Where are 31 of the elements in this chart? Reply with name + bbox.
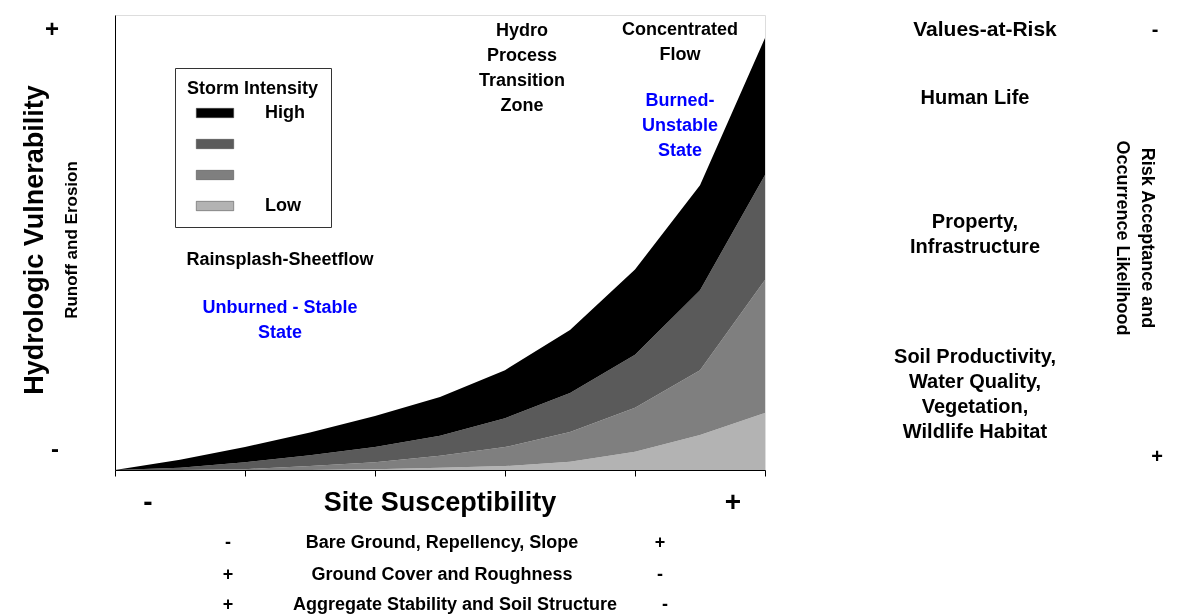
annotation: Unburned - Stable State <box>202 297 358 342</box>
y-axis-title: Hydrologic Vulnerability <box>19 85 49 395</box>
annotation: Concentrated Flow <box>621 19 739 64</box>
legend-title: Storm Intensity <box>187 78 319 98</box>
text: + <box>222 594 234 614</box>
x-axis-title: Site Susceptibility <box>323 487 557 517</box>
text: Runoff and Erosion <box>62 161 81 319</box>
text: - <box>657 564 663 584</box>
text: - <box>1151 18 1159 40</box>
text: + <box>724 486 742 517</box>
legend-label: High <box>265 102 305 122</box>
annotation: Hydro Process Transition Zone <box>478 20 566 115</box>
text: - <box>225 532 231 552</box>
text: + <box>1151 445 1163 467</box>
text: Property, Infrastructure <box>909 210 1041 257</box>
text: Risk Acceptance and Occurrence Likelihood <box>1113 140 1158 336</box>
text: Values-at-Risk <box>913 17 1058 40</box>
text: - <box>143 486 153 517</box>
legend-label: Low <box>265 195 302 215</box>
text: + <box>44 15 60 42</box>
text: - <box>51 435 59 462</box>
text: + <box>222 564 234 584</box>
text: Bare Ground, Repellency, Slope <box>305 532 579 552</box>
annotation: Burned- Unstable State <box>641 90 719 160</box>
text: + <box>654 532 666 552</box>
text: - <box>662 594 668 614</box>
text: Soil Productivity, Water Quality, Vegetation, Wildlife Habitat <box>894 345 1056 442</box>
annotation: Rainsplash-Sheetflow <box>186 249 375 269</box>
text: Aggregate Stability and Soil Structure <box>292 594 618 614</box>
text: Ground Cover and Roughness <box>311 564 573 584</box>
text: Human Life <box>920 86 1030 108</box>
